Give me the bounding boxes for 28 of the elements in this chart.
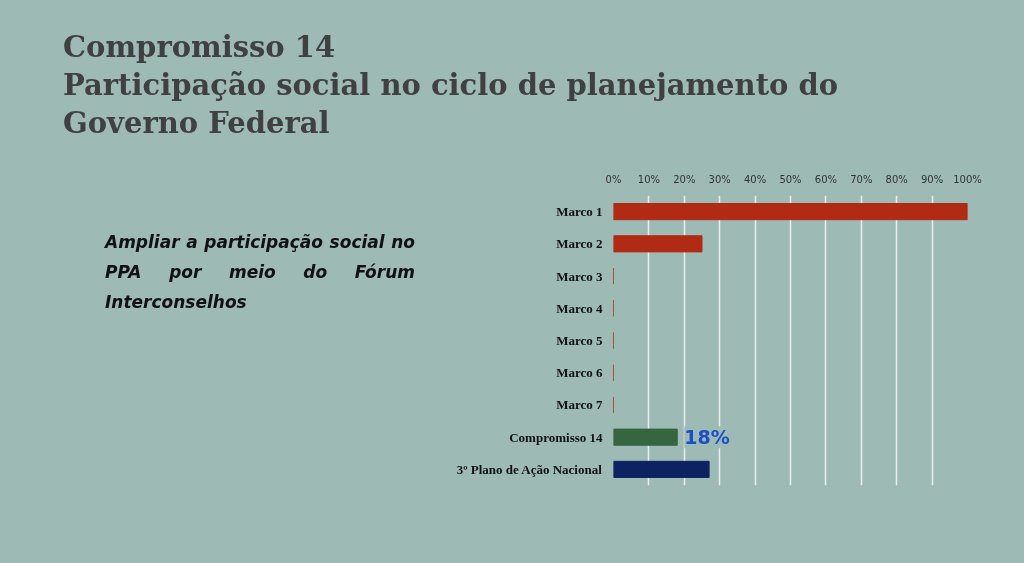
- x-tick-label: 30%: [708, 173, 731, 185]
- y-tick-label: Marco 5: [556, 333, 603, 348]
- bar: [613, 203, 968, 221]
- y-tick-label: Marco 2: [556, 236, 603, 252]
- x-tick-label: 100%: [953, 173, 982, 185]
- y-tick-label: Marco 6: [556, 365, 603, 381]
- text: Ampliar a participação social no PPA por meio do Fórum Interconselhos: [105, 231, 415, 314]
- chart-subtitle: Participação social no ciclo de planejamento do Governo Federal: [63, 67, 840, 142]
- x-tick-label: 90%: [920, 173, 944, 185]
- x-tick-label: 0%: [605, 173, 622, 185]
- x-tick-label: 70%: [850, 173, 873, 185]
- x-tick-label: 80%: [885, 173, 908, 185]
- x-tick-label: 50%: [779, 173, 802, 185]
- data-label: 18%: [684, 426, 730, 449]
- bar: [613, 428, 678, 446]
- y-tick-label: 3º Plano de Ação Nacional: [456, 461, 603, 477]
- y-tick-label: Marco 3: [556, 268, 603, 284]
- y-tick-label: Marco 7: [556, 397, 603, 413]
- y-tick-label: Compromisso 14: [509, 429, 603, 445]
- text: Compromisso 14: [63, 29, 337, 66]
- x-tick-label: 60%: [814, 173, 838, 185]
- x-tick-label: 10%: [637, 173, 661, 185]
- bar: [613, 460, 710, 478]
- y-tick-label: Marco 4: [556, 300, 603, 316]
- bar: [613, 235, 703, 253]
- x-tick-label: 40%: [743, 173, 767, 185]
- y-tick-label: Marco 1: [556, 204, 603, 220]
- x-tick-label: 20%: [673, 173, 696, 185]
